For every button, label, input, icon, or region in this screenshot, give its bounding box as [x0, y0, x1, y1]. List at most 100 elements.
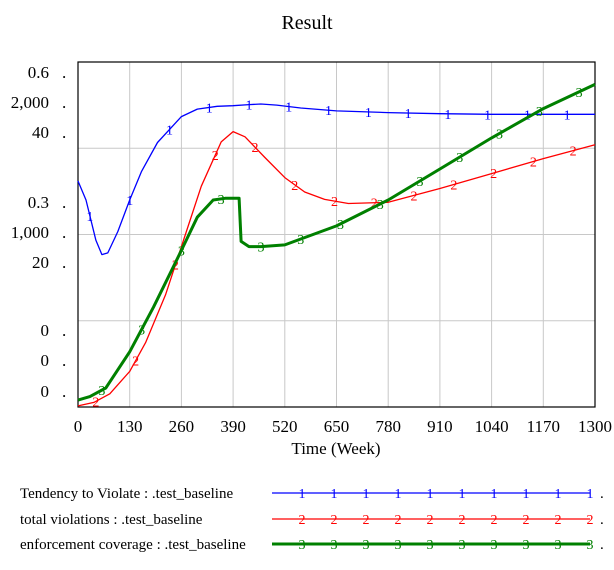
- legend-marker-3: 3: [523, 538, 530, 553]
- series-marker-3: 3: [138, 323, 145, 338]
- legend-marker-1: 1: [395, 487, 402, 502]
- series-marker-2: 2: [450, 178, 457, 193]
- legend-marker-2: 2: [395, 513, 402, 528]
- y-tick-label: 20: [32, 253, 49, 272]
- series-marker-1: 1: [484, 108, 491, 123]
- x-tick-label: 780: [375, 417, 401, 436]
- legend-label: enforcement coverage : .test_baseline: [20, 537, 246, 553]
- series-line-3: [77, 83, 596, 402]
- y-tick-label: 0: [41, 351, 50, 370]
- legend: Tendency to Violate : .test_baseline 1 1 1 1…: [20, 486, 604, 553]
- legend-marker-3: 3: [363, 538, 370, 553]
- y-tick-label: 0: [41, 321, 50, 340]
- y-tick-label: 1,000: [11, 223, 49, 242]
- legend-marker-2: 2: [491, 513, 498, 528]
- series-marker-3: 3: [178, 244, 185, 259]
- y-tick-label: 0.6: [28, 63, 49, 82]
- series-marker-1: 1: [444, 108, 451, 123]
- chart-title: Result: [281, 12, 333, 34]
- series-marker-1: 1: [126, 194, 133, 209]
- legend-dot: .: [600, 486, 604, 502]
- legend-marker-3: 3: [395, 538, 402, 553]
- legend-marker-1: 1: [587, 487, 594, 502]
- x-tick-label: 390: [220, 417, 246, 436]
- legend-marker-3: 3: [491, 538, 498, 553]
- y-tick-dot: .: [62, 93, 66, 112]
- y-tick-dot: .: [62, 123, 66, 142]
- legend-marker-2: 2: [587, 513, 594, 528]
- x-axis-label: Time (Week): [291, 439, 380, 458]
- legend-marker-3: 3: [555, 538, 562, 553]
- x-tick-label: 650: [324, 417, 350, 436]
- legend-marker-2: 2: [555, 513, 562, 528]
- y-tick-dot: .: [62, 63, 66, 82]
- y-tick-dot: .: [62, 351, 66, 370]
- y-tick-label: 2,000: [11, 93, 49, 112]
- y-tick-label: 0: [41, 382, 50, 401]
- series-marker-1: 1: [86, 210, 93, 225]
- series-marker-3: 3: [98, 384, 105, 399]
- series-marker-1: 1: [365, 106, 372, 121]
- series-marker-1: 1: [285, 101, 292, 116]
- series-marker-2: 2: [371, 197, 378, 212]
- legend-marker-1: 1: [459, 487, 466, 502]
- series-marker-1: 1: [166, 124, 173, 139]
- series-marker-1: 1: [325, 104, 332, 119]
- y-tick-label: 0.3: [28, 193, 49, 212]
- series-marker-2: 2: [172, 259, 179, 274]
- legend-marker-1: 1: [363, 487, 370, 502]
- legend-marker-1: 1: [491, 487, 498, 502]
- series-marker-1: 1: [206, 101, 213, 116]
- x-tick-label: 1300: [578, 417, 612, 436]
- series-marker-2: 2: [132, 355, 139, 370]
- legend-marker-3: 3: [459, 538, 466, 553]
- series-marker-2: 2: [331, 195, 338, 210]
- series-marker-3: 3: [456, 151, 463, 166]
- legend-label: total violations : .test_baseline: [20, 512, 203, 528]
- legend-marker-2: 2: [427, 513, 434, 528]
- y-tick-label: 40: [32, 123, 49, 142]
- legend-marker-1: 1: [427, 487, 434, 502]
- x-tick-label: 130: [117, 417, 143, 436]
- legend-marker-3: 3: [299, 538, 306, 553]
- x-tick-label: 520: [272, 417, 298, 436]
- plot-frame: [77, 61, 596, 408]
- series-marker-2: 2: [212, 149, 219, 164]
- series-marker-1: 1: [405, 107, 412, 122]
- series-line-2: [77, 130, 596, 407]
- legend-marker-2: 2: [523, 513, 530, 528]
- series-marker-3: 3: [297, 233, 304, 248]
- series-marker-1: 1: [246, 99, 253, 114]
- legend-marker-1: 1: [331, 487, 338, 502]
- legend-dot: .: [600, 512, 604, 528]
- series-marker-3: 3: [337, 218, 344, 233]
- series-marker-1: 1: [524, 108, 531, 123]
- series-marker-3: 3: [496, 127, 503, 142]
- series-marker-3: 3: [417, 175, 424, 190]
- series-marker-1: 1: [564, 108, 571, 123]
- legend-marker-3: 3: [427, 538, 434, 553]
- series-marker-2: 2: [570, 145, 577, 160]
- legend-dot: .: [600, 537, 604, 553]
- legend-marker-3: 3: [587, 538, 594, 553]
- series-marker-3: 3: [218, 193, 225, 208]
- legend-marker-2: 2: [363, 513, 370, 528]
- series-marker-2: 2: [291, 179, 298, 194]
- legend-marker-1: 1: [555, 487, 562, 502]
- x-tick-label: 0: [74, 417, 83, 436]
- y-tick-dot: .: [62, 253, 66, 272]
- y-tick-dot: .: [62, 223, 66, 242]
- x-tick-label: 910: [427, 417, 453, 436]
- series-marker-3: 3: [536, 105, 543, 120]
- y-tick-dot: .: [62, 193, 66, 212]
- y-tick-dot: .: [62, 382, 66, 401]
- legend-marker-2: 2: [299, 513, 306, 528]
- x-axis-labels: 0 130 260 390 520 650 780 910 1040 1170 1300: [74, 417, 612, 436]
- x-tick-label: 1040: [475, 417, 509, 436]
- legend-marker-1: 1: [299, 487, 306, 502]
- legend-marker-2: 2: [459, 513, 466, 528]
- series-marker-3: 3: [576, 86, 583, 101]
- series-marker-2: 2: [92, 395, 99, 410]
